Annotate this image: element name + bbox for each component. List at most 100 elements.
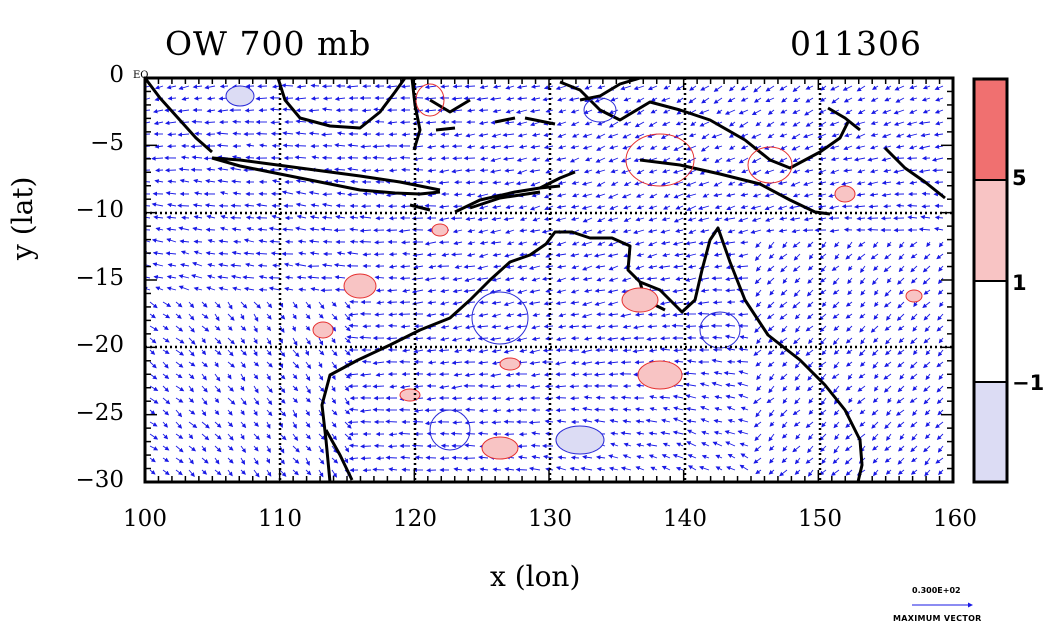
wind-vector [910, 277, 918, 284]
wind-vector [402, 288, 411, 293]
wind-vector [438, 180, 450, 185]
wind-vector [214, 349, 222, 356]
wind-vector [794, 313, 801, 320]
wind-vector [348, 443, 359, 448]
wind-vector [918, 120, 931, 126]
wind-vector [884, 361, 892, 368]
wind-vector [175, 397, 184, 403]
wind-vector [246, 226, 255, 232]
wind-vector [795, 349, 801, 356]
wind-vector [452, 276, 463, 282]
wind-vector [464, 168, 476, 173]
wind-vector [633, 157, 645, 163]
wind-vector [723, 370, 736, 376]
wind-vector [581, 241, 593, 247]
wind-vector [886, 433, 892, 441]
wind-vector [413, 408, 424, 413]
wind-vector [204, 85, 216, 90]
wind-vector [266, 385, 273, 393]
wind-vector [918, 168, 931, 174]
wind-vector [359, 228, 372, 233]
wind-vector [754, 277, 762, 285]
wind-vector [399, 276, 411, 281]
wind-vector [480, 156, 489, 161]
wind-vector [855, 121, 866, 126]
wind-vector [505, 408, 515, 413]
wind-vector [895, 133, 905, 138]
wind-vector [907, 203, 918, 208]
wind-vector [310, 96, 320, 101]
wind-vector [166, 286, 177, 291]
wind-vector [283, 167, 294, 172]
wind-vector [780, 109, 788, 114]
wind-vector [753, 97, 762, 103]
wind-vector [162, 313, 171, 319]
wind-vector [206, 108, 216, 113]
wind-vector [821, 421, 827, 428]
wind-vector [673, 359, 684, 364]
wind-vector [570, 252, 580, 258]
wind-vector [570, 109, 580, 114]
wind-vector [620, 395, 632, 400]
wind-vector [808, 433, 814, 441]
wind-vector [440, 288, 450, 294]
wind-vector [788, 205, 801, 210]
wind-vector [372, 384, 385, 389]
wind-vector [493, 84, 502, 89]
wind-vector [452, 420, 463, 425]
wind-vector [201, 397, 208, 406]
wind-vector [282, 130, 294, 136]
wind-vector [149, 373, 158, 380]
wind-vector [766, 121, 775, 127]
wind-vector [292, 397, 298, 404]
wind-vector [832, 457, 840, 464]
wind-vector [805, 349, 814, 356]
wind-vector [713, 370, 723, 376]
wind-vector [440, 336, 450, 342]
wind-vector [845, 301, 853, 307]
wind-vector [932, 168, 944, 173]
wind-vector [909, 84, 918, 90]
wind-vector [253, 313, 259, 322]
wind-vector [373, 168, 385, 173]
wind-vector [885, 469, 892, 475]
wind-vector [899, 433, 905, 441]
wind-vector [716, 109, 723, 115]
wind-vector [466, 144, 476, 149]
wind-vector [149, 385, 159, 391]
wind-vector [543, 454, 554, 460]
wind-vector [768, 241, 775, 250]
wind-vector [833, 349, 840, 355]
wind-vector [596, 204, 606, 210]
wind-vector [872, 397, 879, 403]
wind-vector [597, 121, 606, 126]
wind-vector [672, 417, 684, 423]
wind-vector [571, 133, 580, 138]
wind-vector [924, 409, 931, 416]
wind-vector [438, 348, 450, 353]
wind-vector [649, 145, 658, 150]
wind-vector [305, 397, 311, 403]
wind-vector [818, 109, 827, 114]
wind-vector [230, 263, 242, 268]
wind-vector [714, 216, 723, 222]
wind-vector [597, 84, 606, 90]
wind-vector [165, 120, 177, 126]
wind-vector [857, 385, 866, 392]
wind-vector [661, 216, 671, 222]
wind-vector [832, 289, 840, 295]
wind-vector [292, 409, 297, 418]
wind-vector [347, 143, 359, 148]
wind-vector [726, 169, 736, 174]
wind-vector [305, 469, 312, 476]
wind-vector [333, 167, 346, 172]
wind-vector [608, 121, 619, 128]
wind-vector [910, 253, 918, 259]
wind-vector [558, 144, 567, 150]
wind-vector [214, 373, 221, 382]
wind-vector [609, 418, 619, 424]
wind-vector [873, 385, 879, 392]
wind-vector [518, 144, 528, 149]
wind-vector [672, 312, 684, 318]
wind-vector [780, 373, 788, 381]
